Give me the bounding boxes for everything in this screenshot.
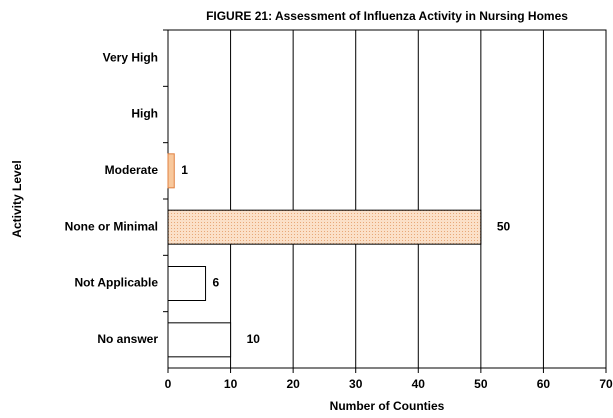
x-tick-label: 0 xyxy=(165,377,172,391)
x-tick-label: 20 xyxy=(286,377,300,391)
y-tick-label: No answer xyxy=(97,332,158,346)
x-tick-label: 10 xyxy=(224,377,238,391)
x-tick-label: 60 xyxy=(537,377,551,391)
data-label: 50 xyxy=(497,219,511,233)
y-tick-label: Very High xyxy=(103,50,158,64)
x-tick-label: 40 xyxy=(412,377,426,391)
x-tick-label: 50 xyxy=(474,377,488,391)
y-tick-label: Moderate xyxy=(105,163,159,177)
bar xyxy=(167,266,207,301)
bar xyxy=(167,322,232,358)
data-label: 1 xyxy=(181,163,188,177)
x-axis-label: Number of Counties xyxy=(330,399,445,413)
x-tick-label: 30 xyxy=(349,377,363,391)
bar xyxy=(167,153,175,189)
chart-title: FIGURE 21: Assessment of Influenza Activ… xyxy=(206,9,568,23)
bar xyxy=(167,209,482,245)
y-tick-label: High xyxy=(131,107,158,121)
plot-frame xyxy=(167,29,607,369)
y-tick-label: None or Minimal xyxy=(65,219,158,233)
y-tick-label: Not Applicable xyxy=(74,276,158,290)
x-tick-label: 70 xyxy=(599,377,613,391)
data-label: 6 xyxy=(213,276,220,290)
data-label: 10 xyxy=(247,332,261,346)
y-axis-label: Activity Level xyxy=(10,160,24,237)
